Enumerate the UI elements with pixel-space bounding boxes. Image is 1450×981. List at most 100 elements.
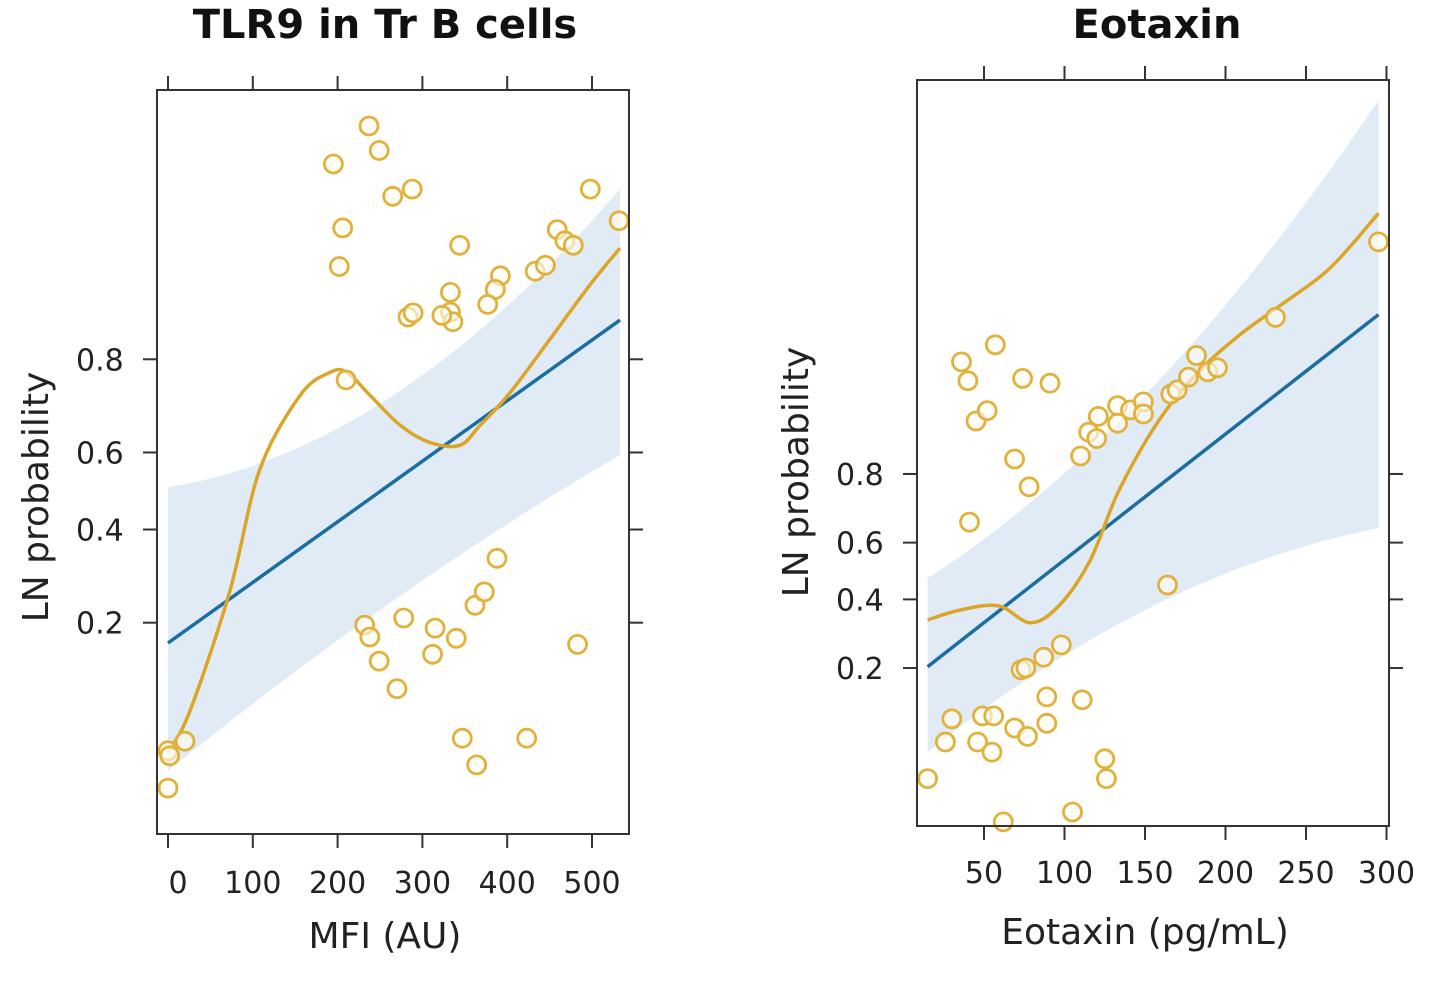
data-point xyxy=(976,400,998,422)
x-ticks: 50 100 150 200 250 300 xyxy=(965,66,1415,891)
x-tick-label: 200 xyxy=(1197,856,1254,891)
y-tick-label: 0.2 xyxy=(76,607,124,642)
y-axis-label: LN probability xyxy=(776,347,817,598)
data-point xyxy=(486,547,508,569)
data-point xyxy=(516,727,538,749)
data-point xyxy=(1070,445,1091,467)
x-tick-label: 400 xyxy=(479,866,536,901)
x-tick-label: 50 xyxy=(965,856,1003,891)
data-point xyxy=(1166,379,1188,401)
x-tick-label: 500 xyxy=(563,866,620,901)
x-axis-label: MFI (AU) xyxy=(309,916,462,957)
y-tick-label: 0.4 xyxy=(836,583,884,618)
data-point xyxy=(1157,574,1178,596)
data-point xyxy=(1186,345,1207,366)
data-point xyxy=(1050,634,1072,656)
panel-tlr9: TLR9 in Tr B cells 0 100 200 300 400 500 0.20… xyxy=(16,2,643,957)
x-tick-label: 200 xyxy=(309,866,366,901)
x-tick-label: 100 xyxy=(1036,856,1093,891)
data-point xyxy=(1017,726,1038,747)
x-tick-label: 300 xyxy=(1358,856,1415,891)
x-ticks: 0 100 200 300 400 500 xyxy=(167,76,621,901)
x-axis-label: Eotaxin (pg/mL) xyxy=(1001,912,1289,953)
data-point xyxy=(382,185,404,207)
data-point xyxy=(917,768,938,789)
data-point xyxy=(1036,712,1058,734)
data-point xyxy=(1096,768,1117,789)
data-point xyxy=(1012,367,1033,389)
x-tick-label: 250 xyxy=(1277,856,1334,891)
data-point xyxy=(1178,366,1199,388)
data-point xyxy=(1004,448,1025,470)
y-tick-label: 0.4 xyxy=(76,514,124,549)
data-point xyxy=(981,741,1003,763)
data-point xyxy=(957,370,979,392)
data-point xyxy=(535,254,556,276)
data-point xyxy=(445,627,467,649)
line-layer xyxy=(166,246,622,754)
data-point xyxy=(401,178,423,200)
data-point xyxy=(174,730,196,752)
data-point xyxy=(1071,689,1093,711)
data-point xyxy=(935,731,956,753)
data-point xyxy=(473,581,495,603)
data-point xyxy=(159,745,181,767)
data-point xyxy=(1086,428,1108,449)
y-ticks: 0.2 0.4 0.6 0.8 xyxy=(836,458,1403,687)
data-point xyxy=(1039,372,1061,394)
point-layer xyxy=(917,231,1389,833)
data-point xyxy=(477,293,499,315)
data-point xyxy=(1107,412,1128,434)
data-point xyxy=(358,115,380,137)
data-point xyxy=(562,234,584,256)
data-point xyxy=(1207,357,1228,379)
data-point xyxy=(422,643,444,665)
data-point xyxy=(941,708,963,730)
data-point xyxy=(1133,403,1154,425)
data-point xyxy=(439,281,461,303)
data-point xyxy=(959,511,980,533)
data-point xyxy=(951,351,972,373)
chart-title: TLR9 in Tr B cells xyxy=(193,2,577,48)
y-tick-label: 0.2 xyxy=(836,652,884,687)
y-ticks: 0.2 0.4 0.6 0.8 xyxy=(76,343,643,642)
x-tick-label: 0 xyxy=(168,866,187,901)
x-tick-label: 300 xyxy=(394,866,451,901)
x-tick-label: 150 xyxy=(1116,856,1173,891)
data-point xyxy=(157,777,179,799)
logistic-fit-line xyxy=(166,318,622,645)
data-point xyxy=(449,234,471,256)
panel-eotaxin: Eotaxin 50 100 150 200 250 300 0.2 0.4 0.6 0.8 E… xyxy=(776,2,1415,953)
data-point xyxy=(1368,231,1389,253)
chart-title: Eotaxin xyxy=(1073,2,1242,48)
smoothed-trend-line xyxy=(166,246,622,754)
data-point xyxy=(359,626,381,648)
data-point xyxy=(328,256,350,277)
data-point xyxy=(1094,748,1116,770)
data-point xyxy=(983,705,1005,727)
data-point xyxy=(393,607,415,629)
data-point xyxy=(992,811,1014,833)
y-axis-label: LN probability xyxy=(16,372,57,623)
data-point xyxy=(335,369,357,391)
data-point xyxy=(984,334,1006,356)
y-tick-label: 0.6 xyxy=(76,436,124,471)
x-tick-label: 100 xyxy=(224,866,281,901)
data-point xyxy=(567,634,588,655)
data-point xyxy=(1087,405,1109,427)
data-point xyxy=(332,217,354,239)
data-point xyxy=(608,210,630,232)
data-point xyxy=(1036,686,1058,708)
data-point xyxy=(1015,657,1037,679)
plot-frame xyxy=(156,89,630,835)
data-point xyxy=(402,302,424,324)
data-point xyxy=(1018,476,1040,498)
data-point xyxy=(386,678,408,700)
data-point xyxy=(967,731,988,753)
data-point xyxy=(1062,801,1083,823)
data-point xyxy=(579,178,601,200)
y-tick-label: 0.8 xyxy=(76,343,124,378)
data-point xyxy=(466,754,488,776)
line-layer xyxy=(926,212,1380,669)
